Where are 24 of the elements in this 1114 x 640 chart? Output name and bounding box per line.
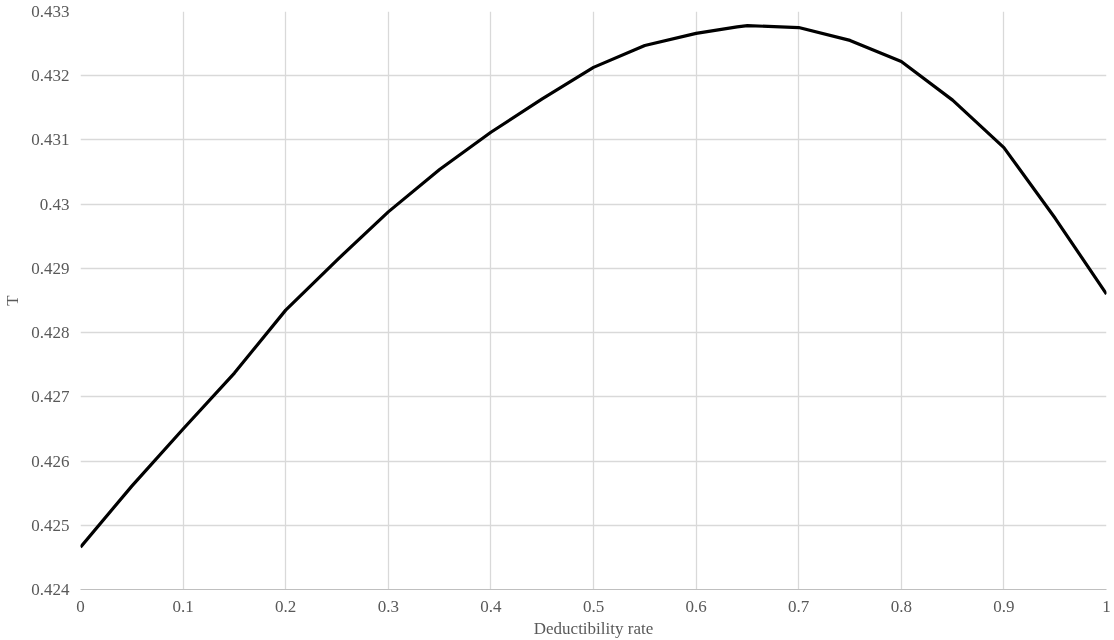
x-tick-label: 1: [1102, 596, 1111, 616]
x-axis-title: Deductibility rate: [533, 618, 654, 638]
y-tick-label: 0.43: [39, 194, 70, 214]
y-tick-label: 0.433: [31, 2, 70, 21]
y-tick-label: 0.428: [31, 323, 70, 343]
y-tick-label: 0.429: [31, 258, 70, 278]
x-tick-label: 0: [76, 596, 85, 616]
x-tick-label: 0.3: [377, 596, 399, 616]
y-axis-title: T: [3, 294, 23, 306]
x-tick-label: 0.9: [993, 596, 1015, 616]
y-tick-label: 0.431: [31, 130, 70, 150]
x-tick-label: 0.2: [275, 596, 297, 616]
y-tick-label: 0.424: [31, 580, 70, 599]
x-tick-label: 0.6: [685, 596, 707, 616]
y-tick-label: 0.432: [31, 66, 70, 86]
x-tick-label: 0.7: [788, 596, 810, 616]
y-tick-label: 0.427: [31, 387, 70, 407]
x-tick-label: 0.8: [890, 596, 912, 616]
x-tick-label: 0.5: [582, 596, 605, 616]
x-tick-label: 0.1: [172, 596, 194, 616]
y-tick-label: 0.425: [31, 515, 70, 535]
x-tick-label: 0.4: [480, 596, 503, 616]
y-tick-label: 0.426: [31, 451, 70, 471]
line-series: [80, 24, 1107, 549]
